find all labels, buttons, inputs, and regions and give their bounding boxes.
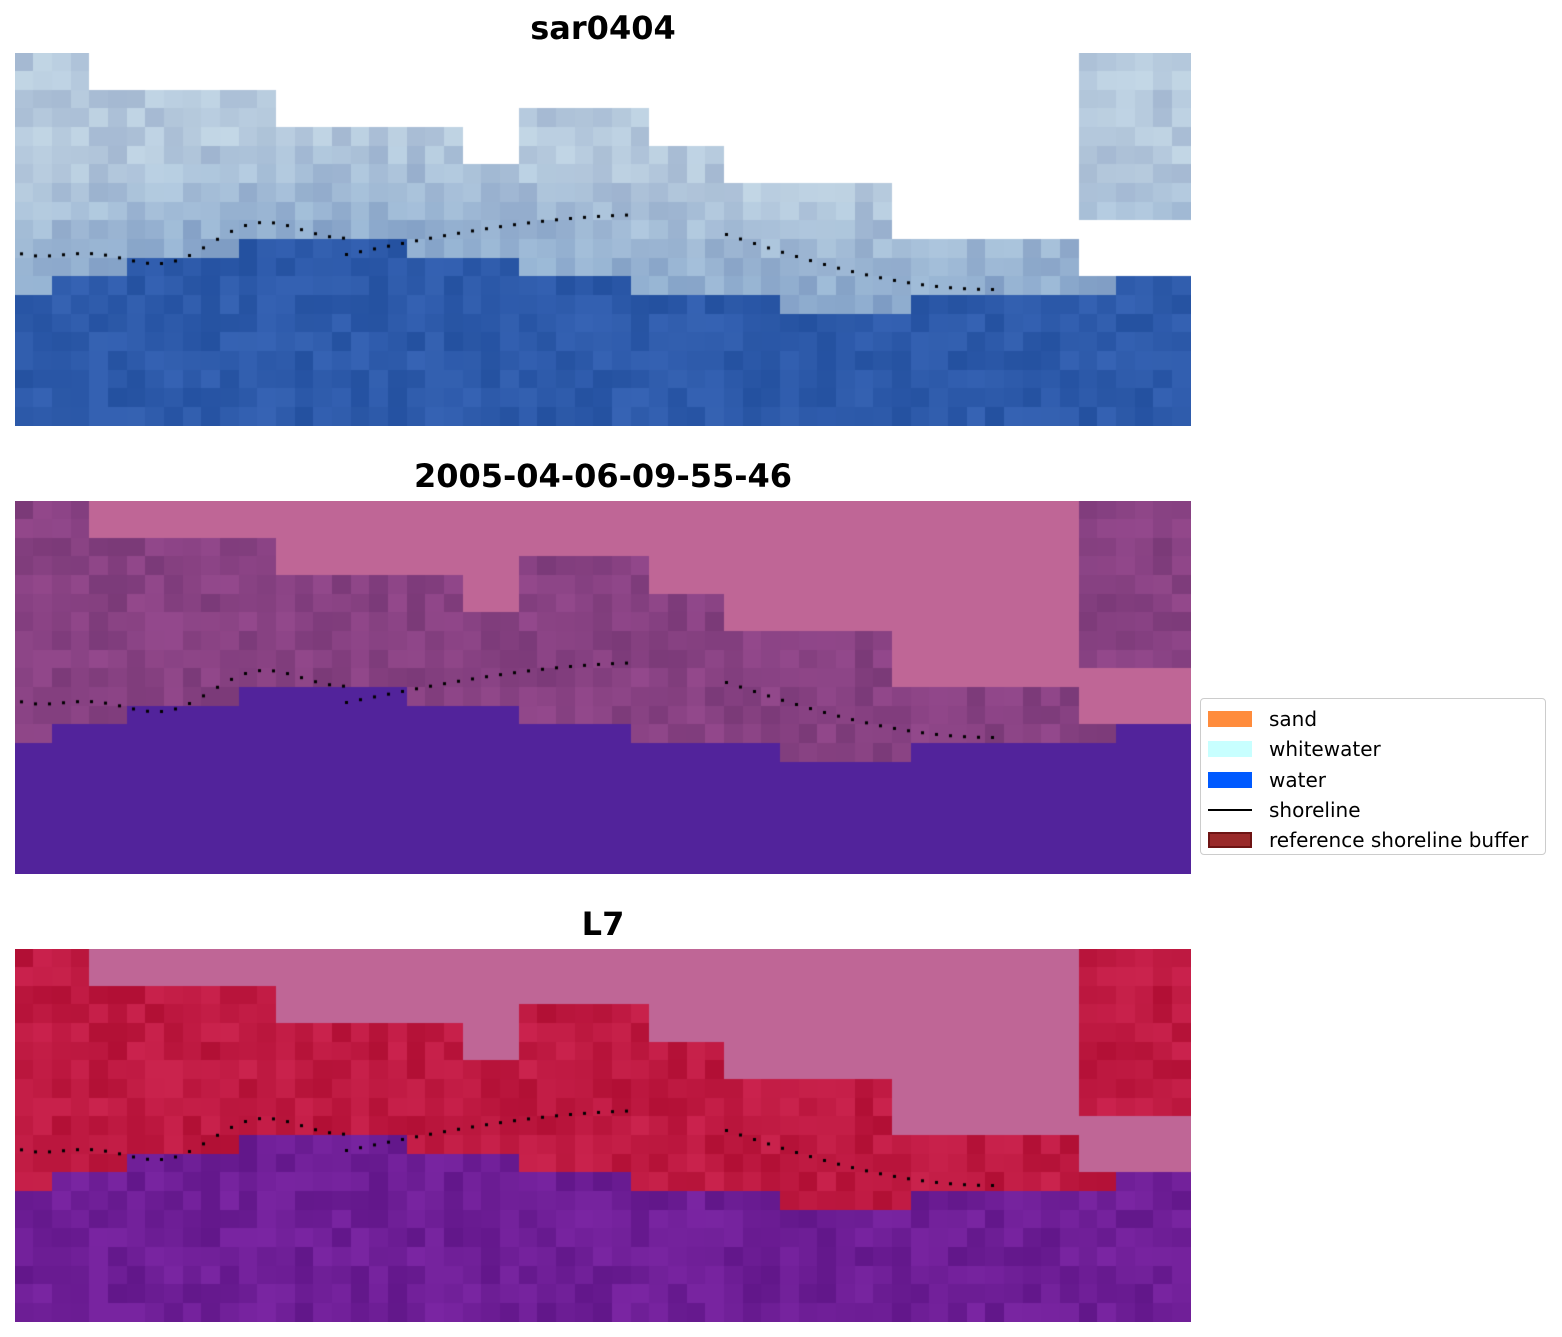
legend: sand whitewater water shoreline referenc… bbox=[1200, 698, 1546, 855]
legend-item-sand: sand bbox=[1208, 704, 1545, 734]
legend-label-shoreline: shoreline bbox=[1269, 798, 1361, 823]
legend-item-water: water bbox=[1208, 765, 1545, 795]
legend-swatch-whitewater bbox=[1208, 741, 1252, 758]
legend-label-whitewater: whitewater bbox=[1269, 737, 1381, 762]
legend-label-sand: sand bbox=[1269, 707, 1318, 732]
legend-item-whitewater: whitewater bbox=[1208, 734, 1545, 764]
legend-label-reference-buffer: reference shoreline buffer bbox=[1269, 828, 1529, 853]
legend-label-water: water bbox=[1269, 767, 1326, 792]
panel-title-3: L7 bbox=[581, 905, 625, 943]
panel-title-2: 2005-04-06-09-55-46 bbox=[413, 457, 793, 495]
legend-item-reference-buffer: reference shoreline buffer bbox=[1208, 825, 1545, 855]
image-panel-l7 bbox=[15, 949, 1191, 1322]
legend-item-shoreline: shoreline bbox=[1208, 795, 1545, 825]
image-panel-classified bbox=[15, 501, 1191, 874]
legend-swatch-water bbox=[1208, 771, 1252, 788]
legend-swatch-sand bbox=[1208, 711, 1252, 728]
legend-swatch-reference-buffer bbox=[1208, 832, 1252, 849]
panel-title-1: sar0404 bbox=[530, 9, 676, 47]
image-panel-sar bbox=[15, 53, 1191, 426]
legend-line-shoreline bbox=[1208, 809, 1252, 812]
